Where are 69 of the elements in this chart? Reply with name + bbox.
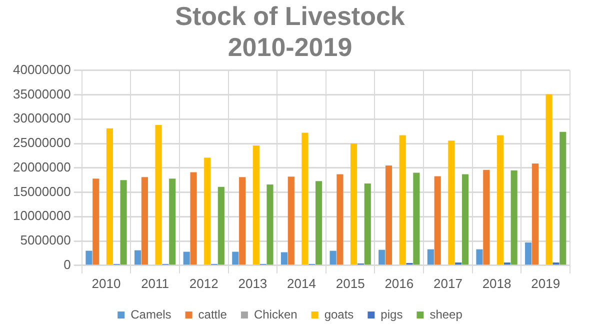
bar — [476, 249, 483, 265]
bar — [155, 125, 162, 265]
bar — [504, 262, 510, 265]
bar — [546, 94, 552, 265]
bar — [141, 177, 148, 265]
y-tick-label: 30000000 — [12, 110, 71, 126]
bar — [232, 252, 239, 265]
bar — [552, 262, 560, 265]
bar — [399, 135, 406, 265]
y-tick-label: 0 — [64, 256, 71, 272]
bar — [413, 172, 420, 265]
bar — [239, 177, 246, 265]
chart-title: Stock of Livestock 2010-2019 — [175, 0, 406, 62]
bar — [462, 174, 469, 265]
legend-label: sheep — [430, 307, 463, 322]
bar — [434, 176, 441, 265]
bar — [378, 250, 386, 265]
y-tick-label: 35000000 — [12, 86, 71, 102]
bar — [427, 249, 434, 265]
bar — [455, 262, 462, 265]
bar — [483, 170, 490, 265]
bar — [86, 250, 92, 265]
bar — [336, 174, 344, 265]
x-tick-label: 2018 — [482, 276, 512, 291]
bar — [92, 178, 100, 265]
x-tick-label: 2015 — [336, 276, 365, 291]
y-tick-label: 10000000 — [12, 208, 71, 224]
bar — [525, 242, 532, 265]
bar — [190, 172, 197, 265]
x-tick-label: 2014 — [287, 276, 316, 291]
bar — [316, 181, 322, 265]
bar — [266, 184, 274, 265]
bar — [385, 165, 392, 265]
bar — [120, 180, 127, 265]
bar — [134, 250, 142, 265]
legend-label: Chicken — [254, 307, 298, 322]
bar — [350, 144, 358, 265]
x-tick-label: 2013 — [238, 276, 268, 291]
x-tick-label: 2012 — [189, 276, 218, 291]
bar — [330, 250, 336, 265]
bar — [302, 132, 308, 265]
y-tick-label: 15000000 — [12, 184, 71, 199]
bar — [288, 176, 294, 265]
bar — [496, 135, 504, 265]
bar — [218, 186, 224, 265]
x-tick-label: 2011 — [141, 276, 170, 291]
legend-label: goats — [324, 307, 354, 322]
bar — [106, 128, 113, 265]
y-tick-label: 5000000 — [20, 232, 71, 248]
bar — [364, 184, 371, 265]
y-tick-label: 20000000 — [12, 159, 71, 174]
bar — [169, 178, 176, 265]
bar — [204, 158, 211, 265]
legend-label: cattle — [198, 307, 228, 322]
bar — [252, 145, 260, 265]
y-tick-label: 40000000 — [12, 62, 71, 77]
y-tick-label: 25000000 — [12, 135, 71, 150]
legend-label: Camels — [130, 307, 172, 322]
bar — [448, 140, 455, 265]
x-tick-label: 2016 — [384, 276, 414, 291]
bar — [510, 170, 518, 265]
x-tick-label: 2017 — [434, 276, 462, 291]
bar — [183, 252, 190, 265]
bar — [280, 252, 288, 265]
bar — [560, 132, 566, 265]
x-tick-label: 2010 — [92, 276, 121, 291]
x-tick-label: 2019 — [531, 276, 560, 291]
legend-label: pigs — [380, 307, 403, 322]
bar — [532, 164, 539, 265]
